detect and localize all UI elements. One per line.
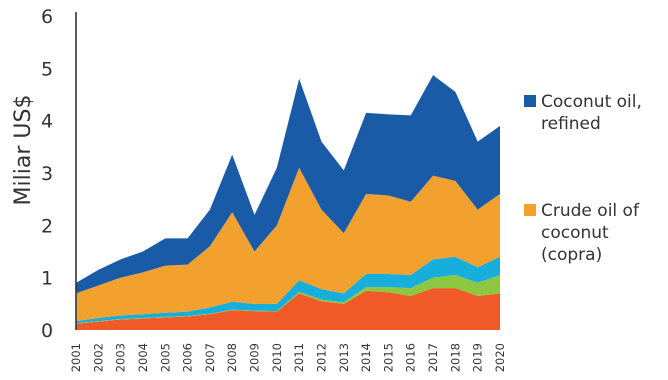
x-tick-label: 2011 (292, 343, 306, 372)
legend-label: coconut (541, 223, 609, 243)
x-tick-label: 2014 (359, 343, 373, 372)
area-series-s2 (76, 275, 500, 324)
legend-label: refined (541, 114, 601, 134)
area-series-s3 (76, 256, 500, 324)
legend: Coconut oil,refined Crude oil ofcoconut(c… (524, 92, 642, 265)
x-tick-label: 2013 (337, 343, 351, 372)
y-axis-ticks: 0 1 2 3 4 5 6 (41, 6, 53, 342)
legend-label: (copra) (541, 245, 602, 265)
area-series-s5 (76, 75, 500, 294)
y-tick-label: 5 (41, 58, 53, 80)
x-tick-label: 2006 (181, 343, 195, 372)
x-tick-label: 2010 (270, 343, 284, 372)
y-tick-label: 2 (41, 215, 53, 237)
area-series-s4 (76, 167, 500, 322)
y-tick-label: 1 (41, 268, 53, 290)
legend-label: Coconut oil, (541, 92, 642, 112)
area-series-group (76, 75, 500, 330)
legend-swatch-s5 (524, 95, 536, 107)
x-tick-label: 2008 (225, 343, 239, 372)
y-tick-label: 3 (41, 163, 53, 185)
x-tick-label: 2002 (91, 343, 105, 372)
x-tick-label: 2012 (314, 343, 328, 372)
x-tick-label: 2019 (471, 343, 485, 372)
x-axis-ticks: 2001 2002 2003 2004 2005 2006 2007 2008 2009 2010… (69, 343, 507, 372)
legend-swatch-s4 (524, 204, 536, 216)
y-axis-label: Miliar US$ (11, 95, 36, 206)
x-tick-label: 2018 (448, 343, 462, 372)
x-tick-label: 2020 (493, 343, 507, 372)
x-tick-label: 2004 (136, 343, 150, 372)
x-tick-label: 2017 (426, 343, 440, 372)
x-tick-label: 2003 (114, 343, 128, 372)
x-tick-label: 2009 (248, 343, 262, 372)
x-tick-label: 2005 (158, 343, 172, 372)
area-series-s1 (76, 288, 500, 330)
legend-label: Crude oil of (541, 201, 640, 221)
y-tick-label: 6 (41, 6, 53, 28)
y-tick-label: 0 (41, 320, 53, 342)
x-tick-label: 2001 (69, 343, 83, 372)
y-tick-label: 4 (41, 111, 53, 133)
x-tick-label: 2015 (381, 343, 395, 372)
x-tick-label: 2007 (203, 343, 217, 372)
x-tick-label: 2016 (404, 343, 418, 372)
